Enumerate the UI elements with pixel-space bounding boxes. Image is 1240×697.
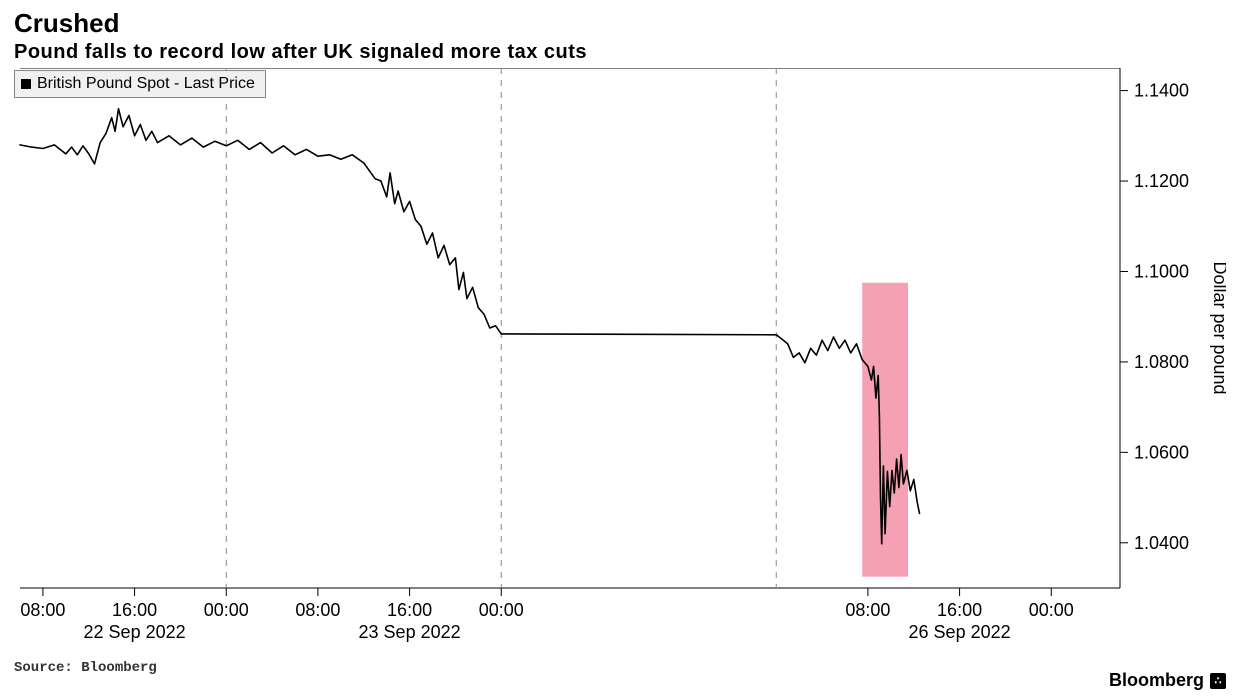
svg-text:Dollar per pound: Dollar per pound <box>1210 261 1226 394</box>
svg-text:1.1400: 1.1400 <box>1134 81 1189 101</box>
chart-subtitle: Pound falls to record low after UK signa… <box>14 41 1226 64</box>
chart-container: Crushed Pound falls to record low after … <box>0 0 1240 697</box>
svg-text:1.1200: 1.1200 <box>1134 171 1189 191</box>
svg-text:1.0600: 1.0600 <box>1134 442 1189 462</box>
source-label: Source: Bloomberg <box>14 660 1226 676</box>
svg-text:08:00: 08:00 <box>845 600 890 620</box>
svg-text:16:00: 16:00 <box>937 600 982 620</box>
legend: British Pound Spot - Last Price <box>14 70 266 98</box>
brand-text: Bloomberg <box>1109 670 1204 691</box>
svg-text:00:00: 00:00 <box>1029 600 1074 620</box>
svg-text:00:00: 00:00 <box>204 600 249 620</box>
chart-plot: British Pound Spot - Last Price 1.14001.… <box>14 68 1226 658</box>
svg-text:08:00: 08:00 <box>295 600 340 620</box>
svg-text:1.0800: 1.0800 <box>1134 352 1189 372</box>
legend-label: British Pound Spot - Last Price <box>37 75 255 93</box>
brand-label: Bloomberg ∴ <box>1109 670 1226 691</box>
legend-swatch <box>21 79 31 89</box>
svg-text:26 Sep 2022: 26 Sep 2022 <box>909 622 1011 642</box>
svg-text:16:00: 16:00 <box>112 600 157 620</box>
brand-icon: ∴ <box>1210 673 1226 689</box>
svg-text:16:00: 16:00 <box>387 600 432 620</box>
svg-text:00:00: 00:00 <box>479 600 524 620</box>
svg-text:1.0400: 1.0400 <box>1134 533 1189 553</box>
svg-text:22 Sep 2022: 22 Sep 2022 <box>84 622 186 642</box>
chart-svg: 1.1400 1.1200 1.1000 1.0800 1.0600 1.0400 Doll… <box>14 68 1226 658</box>
svg-text:1.1000: 1.1000 <box>1134 261 1189 281</box>
svg-text:08:00: 08:00 <box>20 600 65 620</box>
chart-title: Crushed <box>14 8 1226 39</box>
svg-text:23 Sep 2022: 23 Sep 2022 <box>359 622 461 642</box>
